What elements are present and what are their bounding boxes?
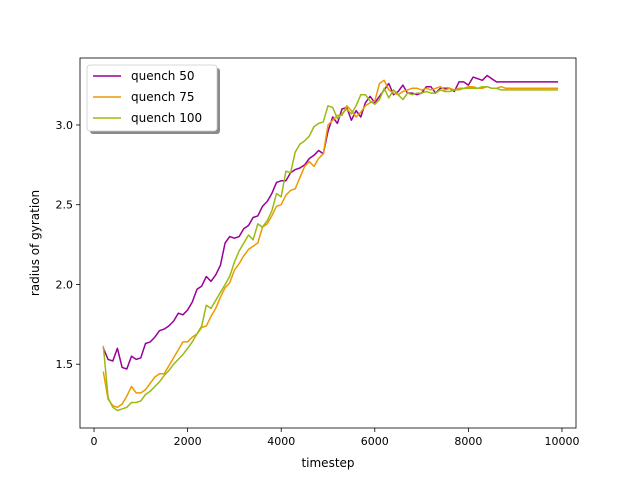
- x-tick-label: 2000: [174, 435, 202, 448]
- y-tick-label: 1.5: [56, 358, 74, 371]
- legend-label: quench 50: [131, 69, 195, 83]
- x-tick-label: 4000: [267, 435, 295, 448]
- plot-frame: [79, 57, 577, 429]
- series-line-3: [102, 85, 559, 412]
- legend-label: quench 100: [131, 111, 202, 125]
- legend: quench 50 quench 75 quench 100: [86, 64, 220, 134]
- x-tick-label: 6000: [361, 435, 389, 448]
- x-tick-label: 10000: [544, 435, 579, 448]
- y-axis-label: radius of gyration: [28, 190, 42, 296]
- legend-label: quench 75: [131, 90, 195, 104]
- y-tick-label: 2.5: [56, 199, 74, 212]
- x-axis: 0 2000 4000 6000 8000 10000: [91, 428, 579, 448]
- x-tick-label: 8000: [454, 435, 482, 448]
- series-layer: [102, 74, 559, 412]
- y-tick-label: 2.0: [56, 278, 74, 291]
- legend-box: [86, 64, 218, 132]
- x-axis-label: timestep: [301, 456, 354, 470]
- series-line-1: [102, 74, 559, 370]
- series-line-2: [102, 79, 559, 409]
- y-tick-label: 3.0: [56, 119, 74, 132]
- y-axis: 1.5 2.0 2.5 3.0: [56, 119, 80, 371]
- x-tick-label: 0: [91, 435, 98, 448]
